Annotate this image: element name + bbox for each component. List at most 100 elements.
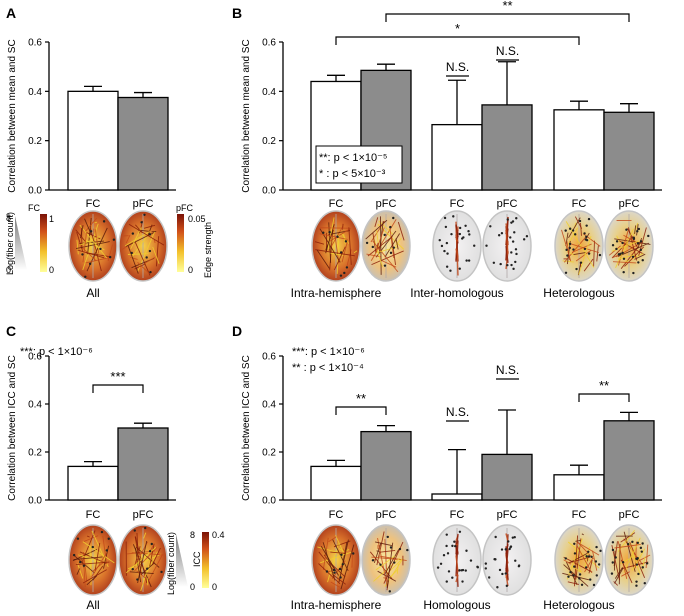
brain-d-intra-pfc-node [393,561,396,564]
colorbars-c: 8 0 Log(fiber count) 0.4 0 ICC [166,530,225,595]
sig-c-triple-star-line [92,384,144,393]
brain-a-pfc-edge [137,262,150,274]
brain-d-hetero-pfc-edge [614,544,641,549]
brain-b-hetero-fc-node [583,247,587,251]
brain-a-pfc-node [143,213,146,216]
pfc-colorbar-a [177,214,184,272]
chart-d-category-label: pFC [376,509,397,521]
brain-a-fc-edge [90,228,102,272]
chart-b-y-tick-label: 0.0 [262,186,276,197]
brain-b-inter-pfc-node [489,225,492,228]
brain-b-hetero-pfc-edge [611,254,618,259]
brain-d-hetero-pfc-edge [636,554,651,563]
brain-d-hetero-fc-edge [588,559,593,574]
brain-b-hetero-pfc-node [636,242,640,245]
brain-b-hetero-pfc-node [632,237,636,241]
brain-c-pfc-edge [137,540,148,584]
brain-d-hetero-fc-node [590,555,593,559]
brain-d-homo-fc-node [446,552,450,555]
brain-c-fc-edge [86,535,90,538]
brain-c-fc-edge [75,561,110,565]
chart-b-bar-pfc [603,111,655,191]
brain-b-inter-fc-node [473,244,476,247]
icc-colorbar-c [202,532,209,588]
colorbars-a: 8 0 Log(fiber count) FC 1 0 pFC 0.05 0 E… [5,203,213,278]
brain-a-fc-edge [82,232,87,263]
brain-b-hetero-fc-edge [573,252,586,256]
brain-d-hetero-fc-node [587,555,591,558]
brain-b-hetero-fc-node [573,233,577,236]
brain-b-hetero-fc-node [585,238,589,242]
brain-b-inter-pfc-node [511,240,515,243]
chart-b-category-label: pFC [497,198,518,210]
brain-b-hetero-fc-edge [578,236,592,275]
charts: 0.0 0.2 0.4 0.6 Correlation between mean and… [7,0,662,612]
brain-d-hetero-pfc-node [640,550,643,553]
brain-b-inter-fc-edge [455,248,459,258]
brain-d-homo-pfc-node [498,568,502,572]
brain-b-inter-pfc-node [506,218,509,221]
brain-b-hetero-pfc-node [622,270,625,274]
sig-b-star-label: * [455,21,460,36]
brain-b-intra-fc-edge [315,249,355,257]
panel-letter-b: B [232,5,242,21]
chart-a-y-tick-label: 0.0 [28,186,42,197]
brain-b-intra-pfc-edge [372,236,383,268]
sig-b-star: * [335,21,580,45]
brain-d-hetero-pfc-edge [614,567,623,579]
brain-d-hetero-pfc-edge [617,529,635,552]
brain-b-hetero-fc-edge [580,222,582,236]
brain-d-homo-fc-edge [455,573,459,576]
brain-d-intra-fc-node [341,563,345,566]
brain-b-inter-pfc-node [510,221,513,224]
brain-b-intra-pfc-node [392,246,396,249]
brain-a-pfc-edge [125,234,131,244]
brain-d-homo-fc-node [442,554,446,557]
chart-b-y-label: Correlation between mean and SC [241,39,252,192]
brain-d-homo-fc-node [461,580,464,583]
brain-d-homo-fc-node [451,544,454,548]
brain-d-hetero-fc-edge [576,545,593,574]
brain-a-fc-node [102,220,106,223]
brain-a-fc [68,210,118,282]
chart-a-category-label: pFC [133,198,154,210]
fiber-count-wedge-a [15,216,27,270]
brain-a-fc-edge [75,241,110,249]
sig-d-hetero-line [578,393,630,402]
brain-a-pfc-edge [152,246,160,264]
sig-c-triple-star: *** [92,369,144,393]
brain-b-hetero-fc-edge [593,240,595,267]
brain-a-pfc [118,210,168,282]
brain-d-homo-pfc-node [508,547,511,551]
chart-c-bar-fc [67,465,119,501]
brain-a-pfc-edge [155,236,160,267]
brain-d-hetero-fc-edge [563,559,572,565]
brain-b-inter-pfc-node [492,261,496,264]
brain-b-intra-pfc-node [365,241,369,245]
brain-b-hetero-fc-node [566,254,569,257]
brain-a-fc-edge [79,236,101,246]
brain-a-fc-edge [94,221,98,224]
brain-b-hetero-fc-node [568,227,572,230]
brain-d-hetero-fc-node [580,583,584,587]
brain-b-intra-fc-node [322,231,325,234]
brain-b-inter-pfc-node [522,238,526,241]
brain-b-inter-fc-edge [455,232,459,262]
brain-c-fc-edge [83,569,107,584]
brain-a-fc-node [84,275,87,279]
brain-b-intra-pfc-edge [382,260,397,268]
chart-d-group-label: Heterologous [543,598,614,612]
brain-d-intra-pfc-edge [390,569,399,578]
brain-b-hetero-pfc-node [639,240,643,243]
brain-a-pfc-node [130,251,133,255]
brain-a-fc-edge [107,244,113,262]
brain-d-hetero-fc-edge [563,564,589,587]
brain-b-hetero-pfc-node [625,228,628,231]
brain-b-inter-pfc [482,210,532,282]
chart-b-y-tick-label: 0.6 [262,38,276,49]
chart-a-bar-fc [67,90,119,191]
brain-b-hetero-fc-node [585,224,588,227]
brain-c-fc-edge [89,545,92,576]
brain-c-pfc-edge [129,571,154,575]
brain-d-hetero-pfc-edge [628,542,641,575]
